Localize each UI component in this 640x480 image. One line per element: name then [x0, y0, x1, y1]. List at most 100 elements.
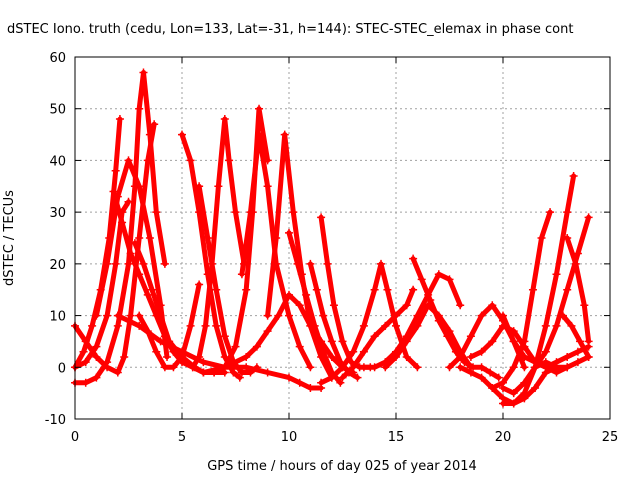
data-point: [541, 321, 550, 330]
data-point: [169, 363, 178, 372]
data-point: [359, 363, 368, 372]
data-point: [295, 301, 304, 310]
series-line: [560, 313, 592, 360]
data-point: [135, 321, 144, 330]
data-point: [402, 352, 411, 361]
data-point: [103, 311, 112, 320]
data-point: [130, 182, 139, 191]
data-point: [135, 311, 144, 320]
data-point: [111, 166, 120, 175]
series-line: [179, 132, 243, 381]
data-point: [499, 399, 507, 408]
data-point: [103, 259, 112, 268]
data-point: [88, 321, 97, 330]
data-point: [306, 321, 315, 330]
data-point: [580, 301, 589, 310]
data-point: [130, 239, 139, 248]
data-point: [486, 368, 495, 377]
data-point: [392, 321, 400, 330]
data-point: [477, 347, 486, 356]
data-point: [329, 301, 338, 310]
data-point: [552, 321, 561, 330]
data-point: [145, 234, 154, 242]
data-point: [109, 187, 118, 196]
series-sat-u: [338, 285, 418, 382]
data-point: [201, 321, 210, 330]
data-point: [466, 368, 475, 377]
data-point: [563, 208, 572, 217]
data-point: [573, 358, 582, 367]
data-point: [156, 337, 165, 346]
data-point: [584, 352, 593, 361]
x-tick-label-3: 15: [388, 430, 405, 445]
data-point: [220, 363, 229, 372]
data-point: [327, 337, 336, 346]
data-point: [520, 378, 529, 387]
data-point: [456, 352, 465, 361]
series-sat-ae: [499, 311, 593, 372]
data-point: [126, 249, 135, 258]
data-point: [302, 290, 311, 299]
data-point: [135, 234, 144, 242]
data-point: [92, 342, 101, 351]
data-point: [178, 130, 186, 139]
x-tick-label-1: 5: [178, 430, 186, 445]
data-point: [317, 378, 326, 387]
data-point: [113, 368, 122, 377]
data-point: [392, 311, 400, 320]
series-line: [340, 287, 416, 381]
data-point: [377, 259, 386, 268]
data-point: [327, 352, 336, 361]
data-point: [477, 373, 486, 382]
y-tick-label-6: 50: [49, 103, 66, 118]
data-point: [445, 275, 454, 284]
data-point: [306, 383, 315, 392]
series-line: [318, 214, 373, 370]
series-line: [468, 323, 570, 375]
data-point: [135, 104, 144, 113]
data-point: [413, 321, 422, 330]
data-point: [124, 156, 133, 165]
data-point: [338, 363, 347, 372]
data-point: [336, 378, 345, 387]
data-point: [359, 347, 368, 356]
data-point: [531, 383, 540, 392]
chart-title: dSTEC Iono. truth (cedu, Lon=133, Lat=-3…: [7, 22, 573, 37]
data-point: [445, 363, 454, 372]
data-point: [576, 337, 585, 346]
data-point: [115, 115, 124, 124]
data-point: [150, 120, 159, 129]
data-point: [349, 363, 358, 372]
data-point: [145, 130, 154, 139]
data-point: [255, 104, 264, 113]
data-point: [272, 234, 281, 242]
data-point: [392, 352, 400, 361]
y-tick-label-5: 40: [49, 154, 66, 169]
data-point: [571, 259, 580, 268]
data-point: [135, 270, 144, 279]
data-point: [383, 285, 392, 294]
data-point: [477, 311, 486, 320]
series-sat-x: [381, 301, 475, 372]
y-tick-label-3: 20: [49, 258, 66, 273]
data-point: [118, 218, 127, 227]
data-point: [477, 363, 486, 372]
data-point: [370, 285, 379, 294]
data-point: [494, 373, 503, 382]
data-point: [466, 352, 475, 361]
data-point: [195, 280, 204, 289]
data-point: [263, 182, 272, 191]
data-point: [103, 358, 112, 367]
data-point: [231, 208, 240, 217]
ticks: 0 5 10 15 20 25 -10 0 10 20 30 40 50 60: [45, 51, 619, 445]
x-tick-label-5: 25: [602, 430, 619, 445]
series-sat-ah: [531, 352, 593, 372]
data-point: [541, 358, 550, 367]
data-point: [263, 327, 272, 336]
data-point: [488, 337, 497, 346]
data-point: [156, 311, 165, 320]
series-sat-m: [237, 130, 315, 372]
data-point: [111, 259, 120, 268]
data-point: [139, 68, 148, 77]
data-point: [563, 363, 572, 372]
